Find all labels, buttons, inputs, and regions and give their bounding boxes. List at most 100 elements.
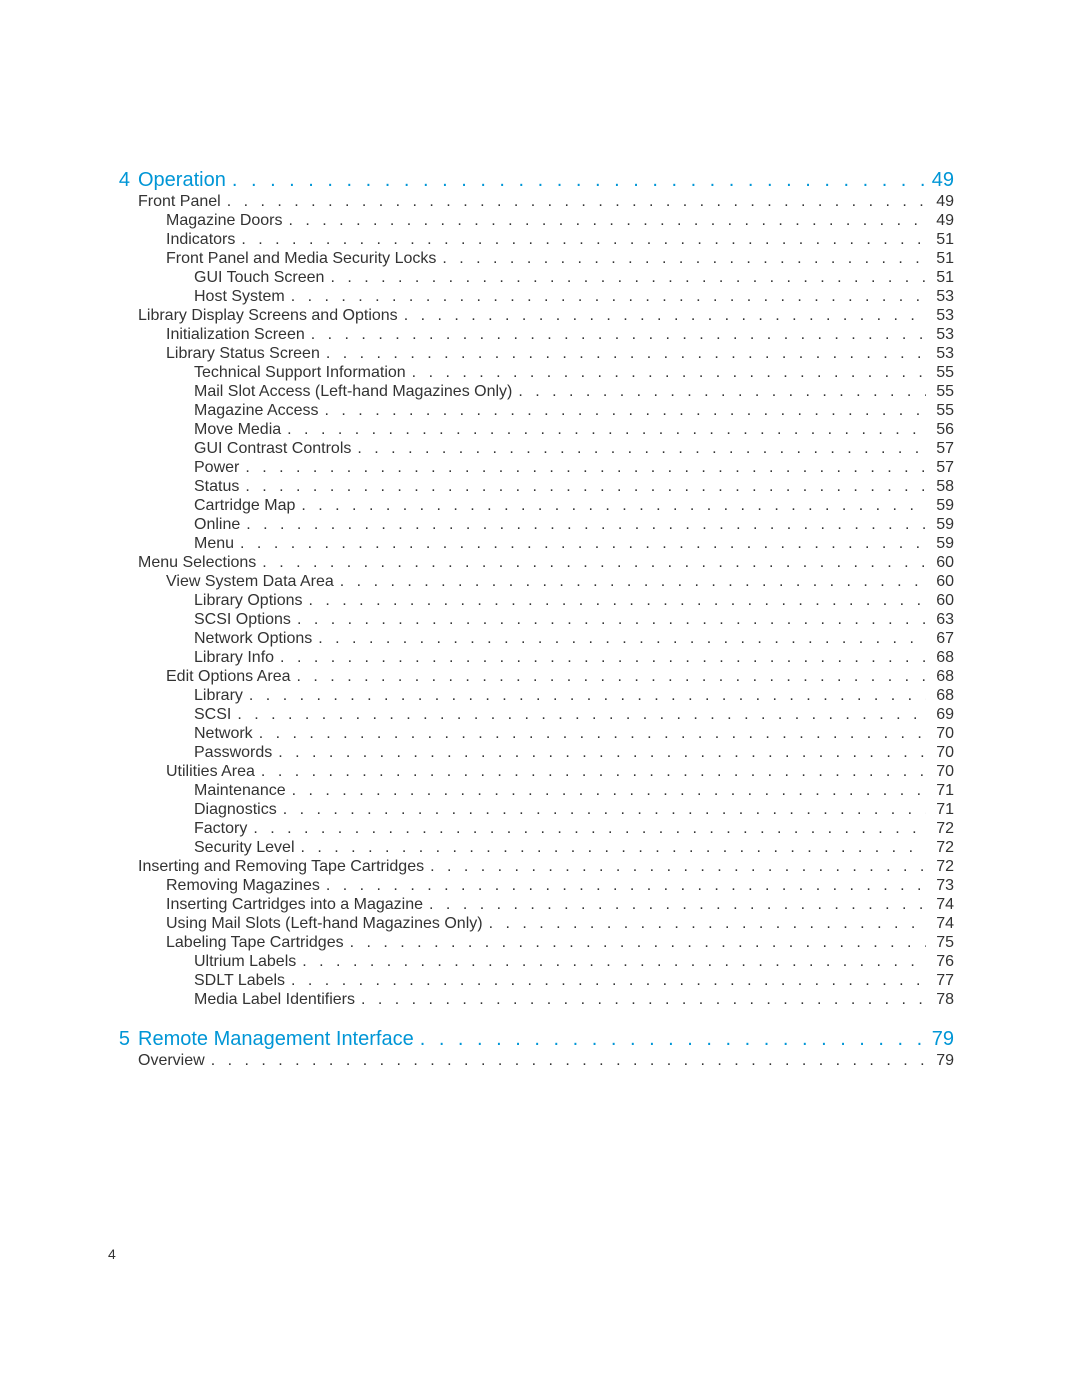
toc-entry-title: Passwords (194, 743, 272, 762)
toc-entry-title: Library Options (194, 591, 303, 610)
toc-entry-page: 58 (926, 477, 954, 496)
toc-dot-leader (398, 306, 926, 325)
toc-entry-title: Security Level (194, 838, 295, 857)
toc-entry[interactable]: Inserting Cartridges into a Magazine74 (108, 895, 954, 914)
toc-entry[interactable]: Using Mail Slots (Left-hand Magazines On… (108, 914, 954, 933)
toc-dot-leader (285, 287, 926, 306)
toc-entry-page: 53 (926, 325, 954, 344)
toc-entry-title: Factory (194, 819, 247, 838)
toc-entry-page: 55 (926, 363, 954, 382)
toc-entry[interactable]: Front Panel49 (108, 192, 954, 211)
toc-entry-page: 57 (926, 458, 954, 477)
toc-entry[interactable]: Host System53 (108, 287, 954, 306)
toc-entry[interactable]: Status58 (108, 477, 954, 496)
toc-entry[interactable]: SCSI Options63 (108, 610, 954, 629)
toc-entry-title: Technical Support Information (194, 363, 406, 382)
toc-dot-leader (291, 610, 926, 629)
toc-entry-title: Maintenance (194, 781, 286, 800)
toc-dot-leader (234, 534, 926, 553)
toc-entry-title: Cartridge Map (194, 496, 295, 515)
toc-entry[interactable]: Technical Support Information 55 (108, 363, 954, 382)
toc-entry[interactable]: Library68 (108, 686, 954, 705)
toc-dot-leader (231, 705, 926, 724)
toc-entry[interactable]: GUI Touch Screen51 (108, 268, 954, 287)
toc-entry-title: Library Display Screens and Options (138, 306, 398, 325)
toc-entry-page: 68 (926, 686, 954, 705)
toc-entry[interactable]: Edit Options Area68 (108, 667, 954, 686)
toc-entry-page: 72 (926, 819, 954, 838)
toc-entry[interactable]: Overview79 (108, 1051, 954, 1070)
page-number-footer: 4 (108, 1246, 116, 1262)
toc-entry[interactable]: Network70 (108, 724, 954, 743)
toc-entry[interactable]: Removing Magazines73 (108, 876, 954, 895)
toc-dot-leader (239, 458, 926, 477)
toc-chapter-number: 5 (108, 1027, 130, 1051)
toc-entry[interactable]: Magazine Access55 (108, 401, 954, 420)
toc-entry[interactable]: Mail Slot Access (Left-hand Magazines On… (108, 382, 954, 401)
table-of-contents: 4 Operation 49Front Panel49Magazine Doors4… (108, 168, 954, 1070)
toc-entry[interactable]: Move Media56 (108, 420, 954, 439)
toc-entry-title: Remote Management Interface (138, 1027, 414, 1051)
toc-entry-page: 49 (926, 211, 954, 230)
toc-entry-title: Operation (138, 168, 226, 192)
toc-entry[interactable]: Indicators51 (108, 230, 954, 249)
toc-entry[interactable]: Library Display Screens and Options53 (108, 306, 954, 325)
toc-dot-leader (334, 572, 926, 591)
toc-dot-leader (355, 990, 926, 1009)
toc-dot-leader (253, 724, 926, 743)
toc-entry[interactable]: Cartridge Map 59 (108, 496, 954, 515)
toc-entry-page: 77 (926, 971, 954, 990)
toc-entry[interactable]: Menu59 (108, 534, 954, 553)
toc-entry-title: GUI Contrast Controls (194, 439, 351, 458)
toc-entry[interactable]: Security Level72 (108, 838, 954, 857)
toc-entry[interactable]: Maintenance71 (108, 781, 954, 800)
toc-entry-page: 60 (926, 553, 954, 572)
toc-entry-title: Initialization Screen (166, 325, 305, 344)
toc-entry[interactable]: Power 57 (108, 458, 954, 477)
toc-chapter-number: 4 (108, 168, 130, 192)
toc-entry[interactable]: View System Data Area60 (108, 572, 954, 591)
toc-entry[interactable]: Menu Selections60 (108, 553, 954, 572)
toc-entry[interactable]: Front Panel and Media Security Locks51 (108, 249, 954, 268)
toc-entry[interactable]: Factory 72 (108, 819, 954, 838)
document-page: 4 Operation 49Front Panel49Magazine Doors4… (0, 0, 1080, 1397)
toc-entry-page: 68 (926, 648, 954, 667)
toc-entry-title: Media Label Identifiers (194, 990, 355, 1009)
toc-entry[interactable]: Online59 (108, 515, 954, 534)
toc-dot-leader (295, 838, 927, 857)
toc-entry-page: 51 (926, 268, 954, 287)
toc-entry-page: 79 (924, 1027, 954, 1051)
toc-entry-title: Indicators (166, 230, 235, 249)
toc-entry-page: 69 (926, 705, 954, 724)
toc-entry[interactable]: Utilities Area70 (108, 762, 954, 781)
toc-entry[interactable]: SDLT Labels77 (108, 971, 954, 990)
toc-entry[interactable]: Ultrium Labels76 (108, 952, 954, 971)
toc-dot-leader (256, 553, 926, 572)
toc-entry[interactable]: GUI Contrast Controls57 (108, 439, 954, 458)
toc-entry-title: Diagnostics (194, 800, 277, 819)
toc-entry[interactable]: SCSI69 (108, 705, 954, 724)
toc-chapter-entry[interactable]: 4Operation49 (108, 168, 954, 192)
toc-dot-leader (344, 933, 926, 952)
toc-entry[interactable]: Network Options67 (108, 629, 954, 648)
toc-entry[interactable]: Library Status Screen53 (108, 344, 954, 363)
toc-dot-leader (274, 648, 926, 667)
toc-entry[interactable]: Passwords70 (108, 743, 954, 762)
toc-chapter-entry[interactable]: 5 Remote Management Interface 79 (108, 1027, 954, 1051)
toc-entry-title: Network (194, 724, 253, 743)
toc-entry[interactable]: Library Info68 (108, 648, 954, 667)
toc-entry[interactable]: Magazine Doors49 (108, 211, 954, 230)
toc-entry-title: Menu (194, 534, 234, 553)
toc-entry-page: 73 (926, 876, 954, 895)
toc-entry-title: Power (194, 458, 239, 477)
toc-entry[interactable]: Library Options60 (108, 591, 954, 610)
toc-entry[interactable]: Diagnostics 71 (108, 800, 954, 819)
toc-entry[interactable]: Labeling Tape Cartridges75 (108, 933, 954, 952)
toc-entry[interactable]: Initialization Screen 53 (108, 325, 954, 344)
toc-dot-leader (291, 667, 926, 686)
toc-entry-page: 71 (926, 800, 954, 819)
toc-entry-page: 59 (926, 496, 954, 515)
toc-entry-page: 60 (926, 572, 954, 591)
toc-entry[interactable]: Media Label Identifiers78 (108, 990, 954, 1009)
toc-entry[interactable]: Inserting and Removing Tape Cartridges72 (108, 857, 954, 876)
